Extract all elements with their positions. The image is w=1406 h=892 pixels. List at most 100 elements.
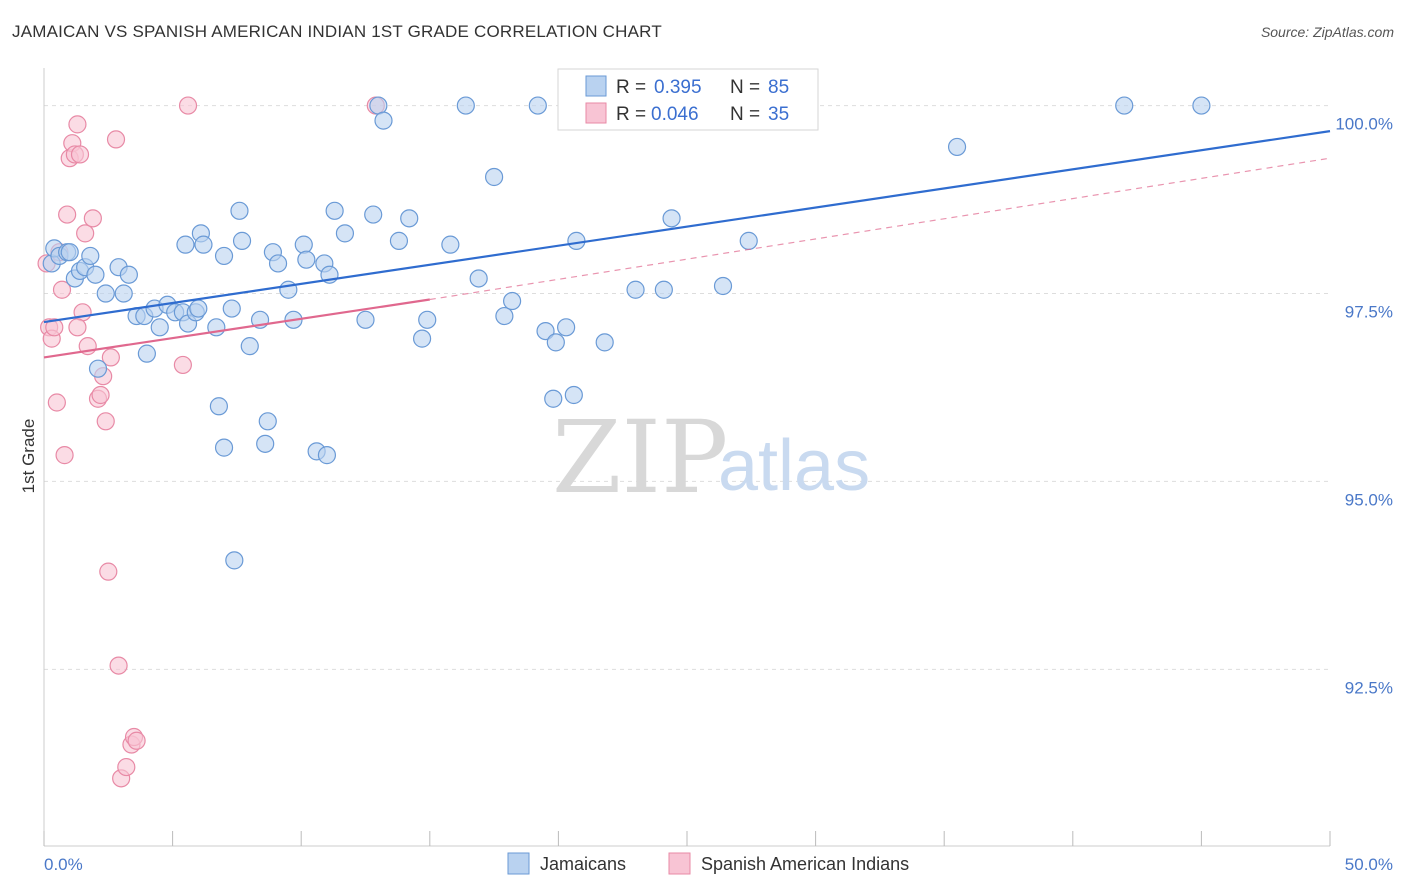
scatter-point-jamaicans: [194, 235, 213, 254]
scatter-point-jamaicans: [225, 551, 244, 570]
scatter-point-jamaicans: [557, 318, 576, 337]
scatter-point-jamaicans: [528, 96, 547, 115]
scatter-point-jamaicans: [947, 137, 967, 157]
y-tick-label: 100.0%: [1335, 115, 1393, 134]
scatter-point-jamaicans: [626, 280, 645, 299]
scatter-point-spanish-american-indians: [70, 145, 90, 164]
scatter-point-spanish-american-indians: [52, 280, 72, 299]
scatter-point-jamaicans: [88, 359, 108, 378]
watermark-zip: ZIP: [552, 399, 728, 516]
scatter-point-jamaicans: [297, 250, 316, 269]
scatter-point-jamaicans: [654, 280, 673, 299]
scatter-point-jamaicans: [209, 397, 228, 416]
scatter-point-spanish-american-indians: [109, 656, 128, 675]
legend-n-value-2: 35: [768, 104, 789, 125]
legend-r-value-2: 0.046: [651, 104, 699, 125]
scatter-point-spanish-american-indians: [173, 355, 192, 375]
y-tick-label: 95.0%: [1345, 490, 1393, 509]
scatter-point-jamaicans: [1192, 96, 1211, 115]
x-tick-label-min: 0.0%: [44, 855, 83, 874]
scatter-point-jamaicans: [356, 310, 375, 329]
scatter-point-spanish-american-indians: [96, 412, 115, 431]
scatter-point-jamaicans: [369, 96, 388, 115]
trend-line-jamaicans: [43, 130, 1331, 324]
y-tick-label: 97.5%: [1345, 303, 1393, 322]
scatter-point-spanish-american-indians: [99, 562, 118, 581]
scatter-point-spanish-american-indians: [106, 130, 126, 149]
legend-r-value-1: 0.395: [654, 77, 702, 98]
legend-n-value-1: 85: [768, 77, 789, 98]
scatter-point-jamaicans: [222, 299, 241, 318]
scatter-point-jamaicans: [81, 246, 100, 266]
scatter-point-jamaicans: [564, 385, 583, 405]
scatter-point-jamaicans: [567, 231, 586, 250]
scatter-point-jamaicans: [412, 329, 432, 348]
scatter-point-spanish-american-indians: [55, 446, 74, 465]
scatter-point-jamaicans: [317, 446, 337, 465]
scatter-point-spanish-american-indians: [76, 224, 95, 243]
legend-n-label-1: N =: [730, 77, 760, 98]
scatter-point-jamaicans: [485, 167, 504, 187]
scatter-point-jamaicans: [230, 201, 249, 220]
scatter-point-jamaicans: [258, 412, 277, 431]
stats-legend: R = 0.395 N = 85 R = 0.046 N = 35: [557, 68, 819, 131]
y-tick-labels: 92.5% 95.0% 97.5% 100.0%: [1335, 115, 1393, 698]
scatter-point-jamaicans: [418, 310, 437, 329]
y-axis-label: 1st Grade: [19, 419, 38, 494]
scatter-point-jamaicans: [240, 337, 259, 356]
scatter-point-spanish-american-indians: [127, 731, 146, 750]
legend-r-label-1: R =: [616, 77, 646, 98]
legend-r-label-2: R =: [616, 104, 646, 125]
scatter-point-spanish-american-indians: [68, 318, 87, 337]
trend-line-spanish-american-indians: [43, 298, 430, 359]
scatter-point-jamaicans: [214, 246, 234, 266]
scatter-point-jamaicans: [256, 434, 275, 453]
scatter-point-jamaicans: [662, 209, 681, 228]
bottom-legend-swatch-jamaicans: [507, 852, 530, 875]
scatter-point-spanish-american-indians: [68, 115, 87, 134]
legend-swatch-spanish-american-indians: [585, 102, 607, 124]
scatter-point-spanish-american-indians: [91, 385, 110, 405]
y-tick-label: 92.5%: [1345, 678, 1393, 697]
scatter-point-spanish-american-indians: [45, 318, 64, 337]
trend-line-spanish-american-indians-extension: [429, 157, 1331, 301]
series-jamaicans-points: [42, 96, 1211, 570]
scatter-point-jamaicans: [389, 231, 409, 250]
scatter-point-jamaicans: [469, 269, 488, 288]
scatter-point-spanish-american-indians: [47, 393, 66, 412]
scatter-point-spanish-american-indians: [117, 757, 136, 777]
source-label: Source: ZipAtlas.com: [1260, 24, 1394, 40]
scatter-point-jamaicans: [546, 333, 565, 352]
scatter-point-jamaicans: [544, 389, 563, 408]
scatter-point-jamaicans: [119, 265, 138, 284]
scatter-point-jamaicans: [595, 333, 614, 352]
scatter-point-jamaicans: [189, 299, 208, 318]
x-tick-marks: [43, 831, 1331, 846]
bottom-legend-swatch-spanish-american-indians: [668, 852, 691, 875]
scatter-point-jamaicans: [60, 243, 79, 262]
scatter-point-jamaicans: [503, 291, 522, 311]
scatter-point-jamaicans: [325, 201, 344, 220]
scatter-point-spanish-american-indians: [58, 205, 77, 224]
scatter-point-jamaicans: [335, 224, 355, 243]
scatter-point-jamaicans: [137, 344, 156, 363]
scatter-point-jamaicans: [400, 209, 419, 228]
scatter-point-spanish-american-indians: [83, 209, 102, 228]
scatter-point-jamaicans: [495, 306, 514, 326]
scatter-point-jamaicans: [114, 284, 133, 303]
scatter-point-jamaicans: [294, 235, 313, 254]
scatter-point-jamaicans: [536, 321, 555, 341]
bottom-legend-label-spanish-american-indians: Spanish American Indians: [701, 854, 909, 874]
scatter-point-jamaicans: [96, 284, 115, 303]
bottom-legend-label-jamaicans: Jamaicans: [540, 854, 626, 874]
scatter-point-jamaicans: [374, 111, 393, 130]
scatter-point-jamaicans: [150, 318, 169, 337]
watermark-atlas: atlas: [718, 426, 870, 506]
scatter-point-jamaicans: [364, 205, 383, 224]
chart-title: JAMAICAN VS SPANISH AMERICAN INDIAN 1ST …: [12, 22, 662, 41]
scatter-point-spanish-american-indians: [101, 348, 120, 367]
legend-n-label-2: N =: [730, 104, 760, 125]
scatter-point-jamaicans: [176, 235, 195, 254]
scatter-point-jamaicans: [441, 235, 460, 254]
